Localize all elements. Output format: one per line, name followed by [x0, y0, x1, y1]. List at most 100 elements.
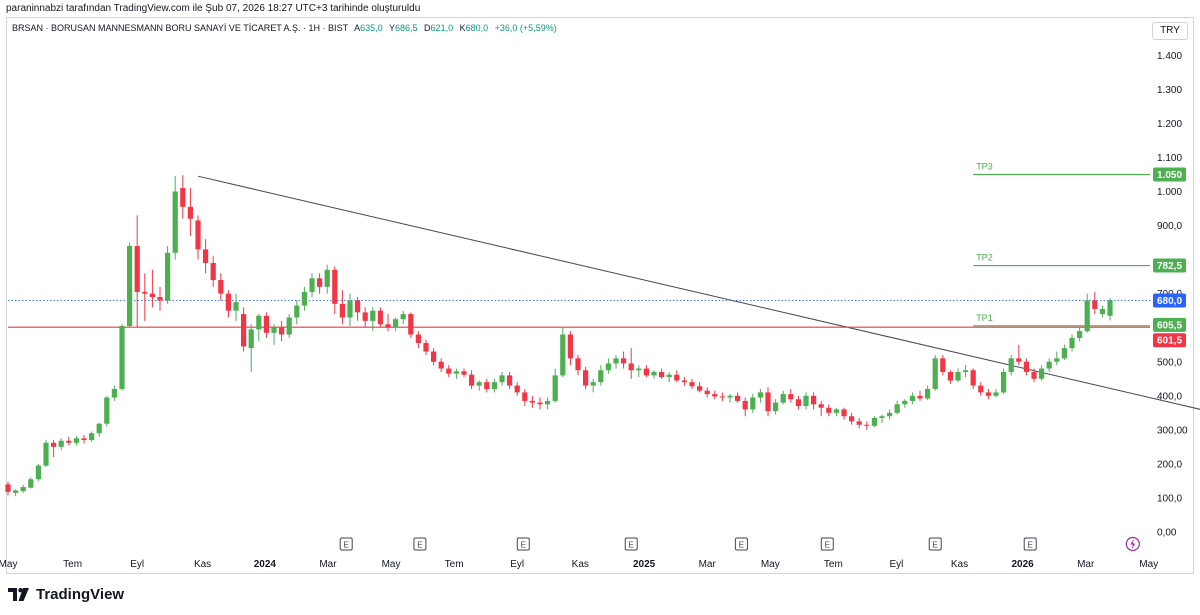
- candle-body: [978, 385, 984, 393]
- candle-body: [864, 424, 870, 426]
- y-tick-label: 400,0: [1157, 391, 1182, 402]
- candle-body: [218, 280, 224, 294]
- candle-body: [1039, 368, 1045, 379]
- candle-body: [339, 303, 345, 318]
- candle-body: [453, 371, 459, 374]
- candle-body: [940, 358, 946, 372]
- candle-body: [719, 396, 725, 398]
- candle-body: [317, 278, 323, 287]
- candle-body: [773, 402, 779, 412]
- tradingview-logo[interactable]: TradingView: [8, 586, 124, 603]
- candle-body: [66, 440, 72, 443]
- candle-body: [81, 438, 87, 441]
- candle-body: [1046, 361, 1052, 369]
- earnings-event-letter: E: [739, 541, 744, 550]
- candle-body: [666, 374, 672, 378]
- tradingview-logo-icon: [8, 587, 29, 601]
- candle-body: [294, 305, 300, 318]
- candle-body: [1077, 331, 1083, 338]
- x-tick-label: 2024: [254, 559, 277, 570]
- candle-body: [583, 370, 589, 386]
- candle-body: [35, 465, 41, 480]
- candle-body: [742, 400, 748, 410]
- candle-body: [932, 358, 938, 389]
- candle-body: [484, 382, 490, 389]
- candle-body: [377, 310, 383, 325]
- candle-body: [970, 370, 976, 386]
- candle-body: [476, 382, 482, 386]
- x-tick-label: Mar: [319, 559, 337, 570]
- candle-body: [598, 370, 604, 383]
- x-tick-label: Eyl: [510, 559, 524, 570]
- earnings-event-icon: [516, 537, 530, 551]
- x-tick-label: Tem: [824, 559, 843, 570]
- earnings-event-letter: E: [825, 541, 830, 550]
- level-tag: TP2: [976, 253, 993, 263]
- candle-body: [286, 317, 292, 335]
- candle-body: [1031, 371, 1037, 379]
- candle-body: [993, 392, 999, 396]
- candle-body: [408, 314, 414, 335]
- candle-body: [5, 484, 11, 492]
- earnings-event-letter: E: [933, 541, 938, 550]
- y-tick-label: 900,0: [1157, 221, 1182, 232]
- candle-body: [187, 206, 193, 219]
- candle-body: [659, 371, 665, 378]
- candle-body: [1084, 300, 1090, 332]
- candle-body: [917, 395, 923, 399]
- x-tick-label: 2025: [633, 559, 656, 570]
- close-label: K: [459, 23, 466, 33]
- candle-body: [165, 252, 171, 301]
- candle-body: [651, 371, 657, 376]
- candle-body: [438, 361, 444, 369]
- level-tag: TP3: [976, 161, 993, 171]
- candle-body: [309, 278, 315, 292]
- candle-body: [195, 220, 201, 250]
- open-value: 635,0: [360, 23, 383, 33]
- high-value: 686,5: [395, 23, 418, 33]
- candle-body: [51, 442, 57, 447]
- x-tick-label: Eyl: [889, 559, 903, 570]
- price-label: 1.050: [1157, 170, 1182, 181]
- earnings-event-icon: [339, 537, 353, 551]
- low-label: D: [424, 23, 431, 33]
- candle-body: [1023, 361, 1029, 372]
- candle-body: [149, 293, 155, 298]
- candle-body: [902, 400, 908, 405]
- candle-body: [803, 395, 809, 407]
- y-tick-label: 1.100: [1157, 153, 1182, 164]
- candle-body: [96, 423, 102, 434]
- candle-body: [393, 319, 399, 328]
- x-tick-label: Eyl: [130, 559, 144, 570]
- candle-body: [871, 417, 877, 426]
- price-label-box: [1153, 258, 1186, 273]
- price-label-box: [1153, 167, 1186, 182]
- candle-body: [514, 385, 520, 393]
- trend-line: [197, 175, 1200, 410]
- candle-body: [1061, 348, 1067, 359]
- price-label-box: [1153, 333, 1186, 348]
- candle-body: [415, 334, 421, 344]
- y-tick-label: 500,0: [1157, 357, 1182, 368]
- candle-body: [28, 479, 34, 488]
- y-tick-label: 1.200: [1157, 119, 1182, 130]
- open-label: A: [354, 23, 361, 33]
- y-tick-label: 300,00: [1157, 425, 1188, 436]
- currency-button[interactable]: TRY: [1152, 22, 1188, 40]
- candle-body: [20, 487, 26, 492]
- y-tick-label: 1.300: [1157, 85, 1182, 96]
- candle-body: [727, 395, 733, 398]
- candle-body: [210, 263, 216, 281]
- candle-body: [332, 269, 338, 304]
- candle-body: [765, 392, 771, 412]
- candle-body: [241, 314, 247, 347]
- x-tick-label: 2026: [1011, 559, 1034, 570]
- candle-body: [347, 300, 353, 318]
- earnings-event-letter: E: [521, 541, 526, 550]
- candle-body: [856, 421, 862, 425]
- candle-body: [522, 392, 528, 401]
- candle-body: [704, 390, 710, 395]
- candle-body: [127, 245, 133, 326]
- candle-body: [111, 388, 117, 398]
